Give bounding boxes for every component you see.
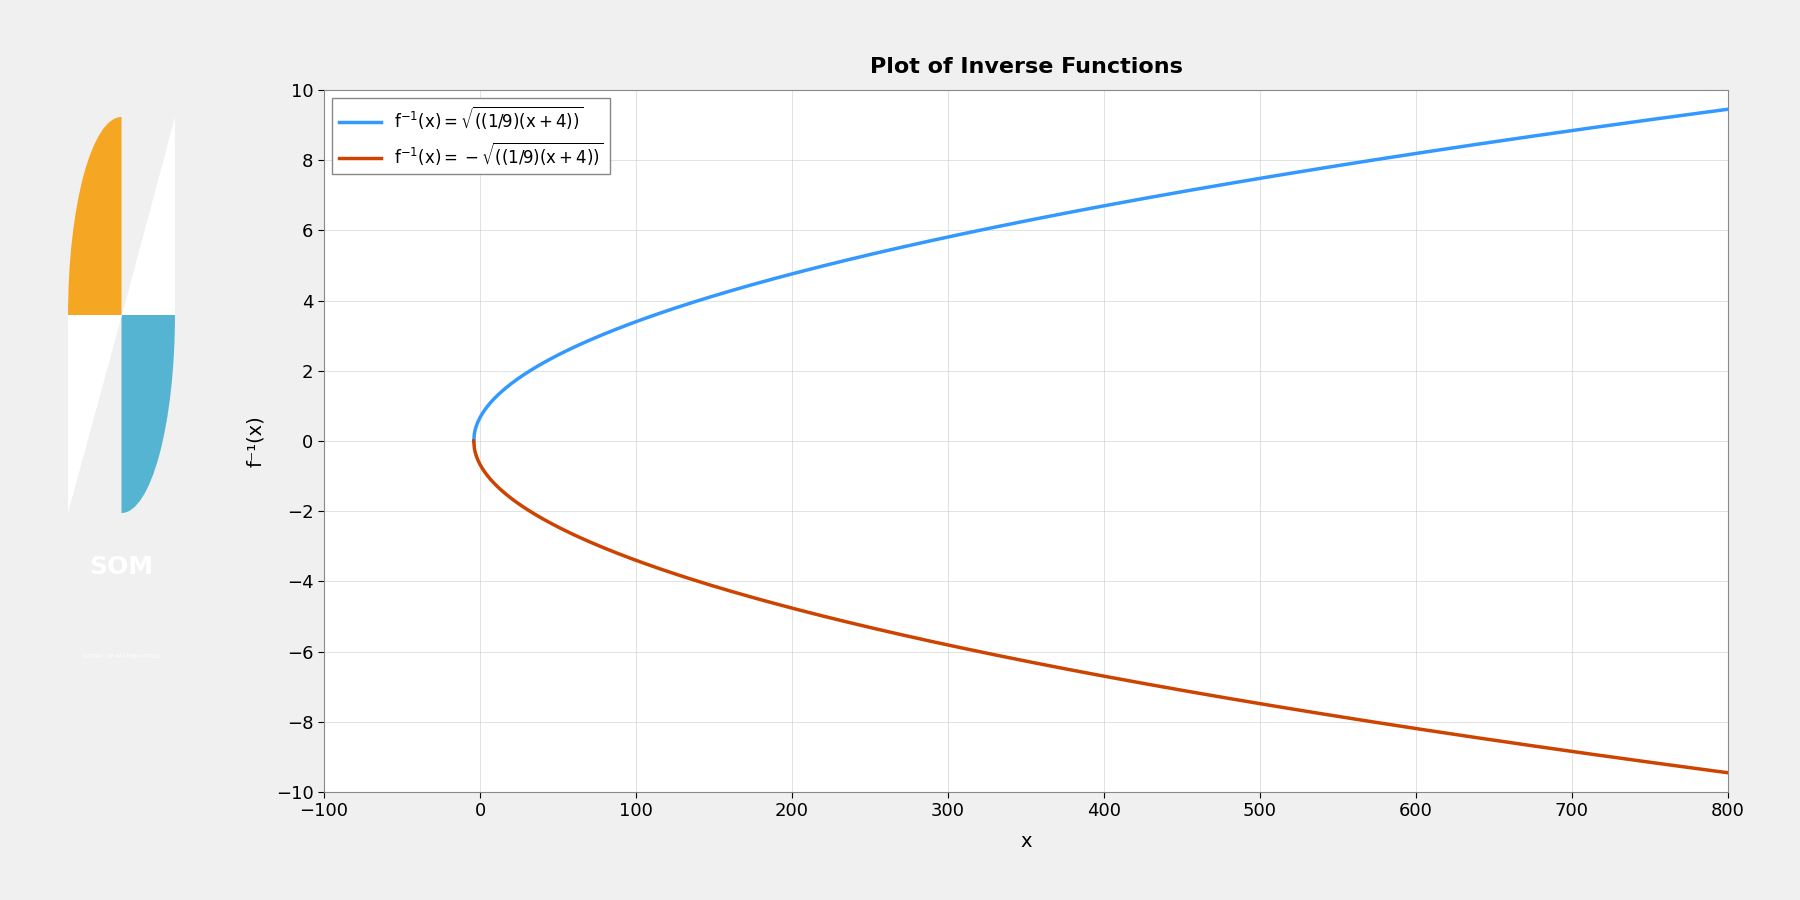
f⁻¹(x) = √((1/9)(x + 4)) — [1451, 141, 1472, 152]
f⁻¹(x) = √((1/9)(x + 4)) — [1681, 109, 1703, 120]
Text: STORY OF MATHEMATICS: STORY OF MATHEMATICS — [83, 654, 160, 660]
Polygon shape — [122, 117, 175, 315]
f⁻¹(x) = -√((1/9)(x + 4)) — [1451, 730, 1472, 741]
Line: f⁻¹(x) = √((1/9)(x + 4)): f⁻¹(x) = √((1/9)(x + 4)) — [473, 109, 1728, 441]
f⁻¹(x) = √((1/9)(x + 4)) — [463, 436, 484, 446]
f⁻¹(x) = √((1/9)(x + 4)) — [1717, 104, 1739, 114]
f⁻¹(x) = √((1/9)(x + 4)) — [1073, 204, 1094, 215]
Line: f⁻¹(x) = -√((1/9)(x + 4)): f⁻¹(x) = -√((1/9)(x + 4)) — [473, 441, 1728, 773]
f⁻¹(x) = -√((1/9)(x + 4)) — [527, 510, 549, 521]
Y-axis label: f⁻¹(x): f⁻¹(x) — [247, 415, 265, 467]
f⁻¹(x) = √((1/9)(x + 4)) — [1679, 109, 1701, 120]
f⁻¹(x) = -√((1/9)(x + 4)) — [1040, 661, 1062, 671]
X-axis label: x: x — [1021, 832, 1031, 850]
Wedge shape — [122, 315, 175, 513]
f⁻¹(x) = -√((1/9)(x + 4)) — [1679, 762, 1701, 773]
f⁻¹(x) = -√((1/9)(x + 4)) — [463, 436, 484, 446]
f⁻¹(x) = -√((1/9)(x + 4)) — [1681, 762, 1703, 773]
f⁻¹(x) = -√((1/9)(x + 4)) — [1717, 768, 1739, 778]
Polygon shape — [68, 315, 122, 513]
f⁻¹(x) = √((1/9)(x + 4)) — [527, 361, 549, 372]
Title: Plot of Inverse Functions: Plot of Inverse Functions — [869, 58, 1183, 77]
Wedge shape — [68, 117, 122, 315]
f⁻¹(x) = -√((1/9)(x + 4)) — [1073, 667, 1094, 678]
Legend: $\mathrm{f^{-1}(x) = \sqrt{((1/9)(x + 4))}}$, $\mathrm{f^{-1}(x) = -\sqrt{((1/9): $\mathrm{f^{-1}(x) = \sqrt{((1/9)(x + 4)… — [333, 98, 610, 175]
Text: SOM: SOM — [90, 555, 153, 579]
f⁻¹(x) = √((1/9)(x + 4)) — [1040, 211, 1062, 221]
